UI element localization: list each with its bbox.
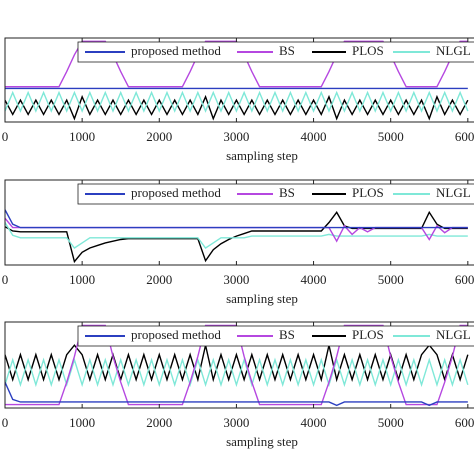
x-tick-label: 3000 bbox=[223, 272, 249, 287]
x-tick-label: 0 bbox=[2, 415, 9, 430]
legend-label: BS bbox=[279, 43, 295, 58]
axes-frame bbox=[4, 321, 474, 409]
legend-label: proposed method bbox=[131, 185, 221, 200]
series-line bbox=[5, 381, 468, 407]
x-tick-label: 5000 bbox=[378, 272, 404, 287]
plot-area bbox=[5, 209, 468, 264]
legend-box bbox=[77, 183, 474, 205]
legend-label: PLOS bbox=[352, 185, 384, 200]
axes-frame bbox=[4, 179, 474, 266]
x-tick-label: 5000 bbox=[378, 415, 404, 430]
x-tick-label: 3000 bbox=[223, 415, 249, 430]
legend-label: NLGL bbox=[436, 327, 471, 342]
legend-label: NLGL bbox=[436, 43, 471, 58]
series-line bbox=[5, 210, 468, 264]
legend-box bbox=[77, 41, 474, 63]
series-line bbox=[5, 209, 468, 229]
series-line bbox=[5, 94, 469, 121]
x-tick-label: 6000 bbox=[455, 415, 474, 430]
x-tick-label: 4000 bbox=[301, 415, 327, 430]
x-tick-label: 6000 bbox=[455, 129, 474, 144]
x-tick-label: 5000 bbox=[378, 129, 404, 144]
x-tick-label: 2000 bbox=[146, 272, 172, 287]
x-tick-label: 2000 bbox=[146, 129, 172, 144]
legend-label: proposed method bbox=[131, 327, 221, 342]
x-tick-label: 1000 bbox=[69, 129, 95, 144]
series-line bbox=[5, 222, 468, 249]
x-axis-label: sampling step bbox=[226, 434, 298, 449]
legend-label: PLOS bbox=[352, 43, 384, 58]
x-axis-label: sampling step bbox=[226, 148, 298, 163]
legend-label: PLOS bbox=[352, 327, 384, 342]
legend-box bbox=[77, 325, 474, 347]
legend-label: BS bbox=[279, 185, 295, 200]
x-tick-label: 2000 bbox=[146, 415, 172, 430]
x-tick-label: 3000 bbox=[223, 129, 249, 144]
x-tick-label: 4000 bbox=[301, 272, 327, 287]
series-line bbox=[5, 357, 469, 388]
x-axis-label: sampling step bbox=[226, 291, 298, 306]
x-tick-label: 6000 bbox=[455, 272, 474, 287]
series-line bbox=[5, 90, 469, 113]
x-tick-label: 1000 bbox=[69, 415, 95, 430]
legend-label: NLGL bbox=[436, 185, 471, 200]
legend-label: proposed method bbox=[131, 43, 221, 58]
x-tick-label: 0 bbox=[2, 272, 9, 287]
legend-label: BS bbox=[279, 327, 295, 342]
x-tick-label: 4000 bbox=[301, 129, 327, 144]
axes-frame bbox=[4, 37, 474, 123]
series-line bbox=[5, 344, 469, 383]
x-tick-label: 1000 bbox=[69, 272, 95, 287]
x-tick-label: 0 bbox=[2, 129, 9, 144]
